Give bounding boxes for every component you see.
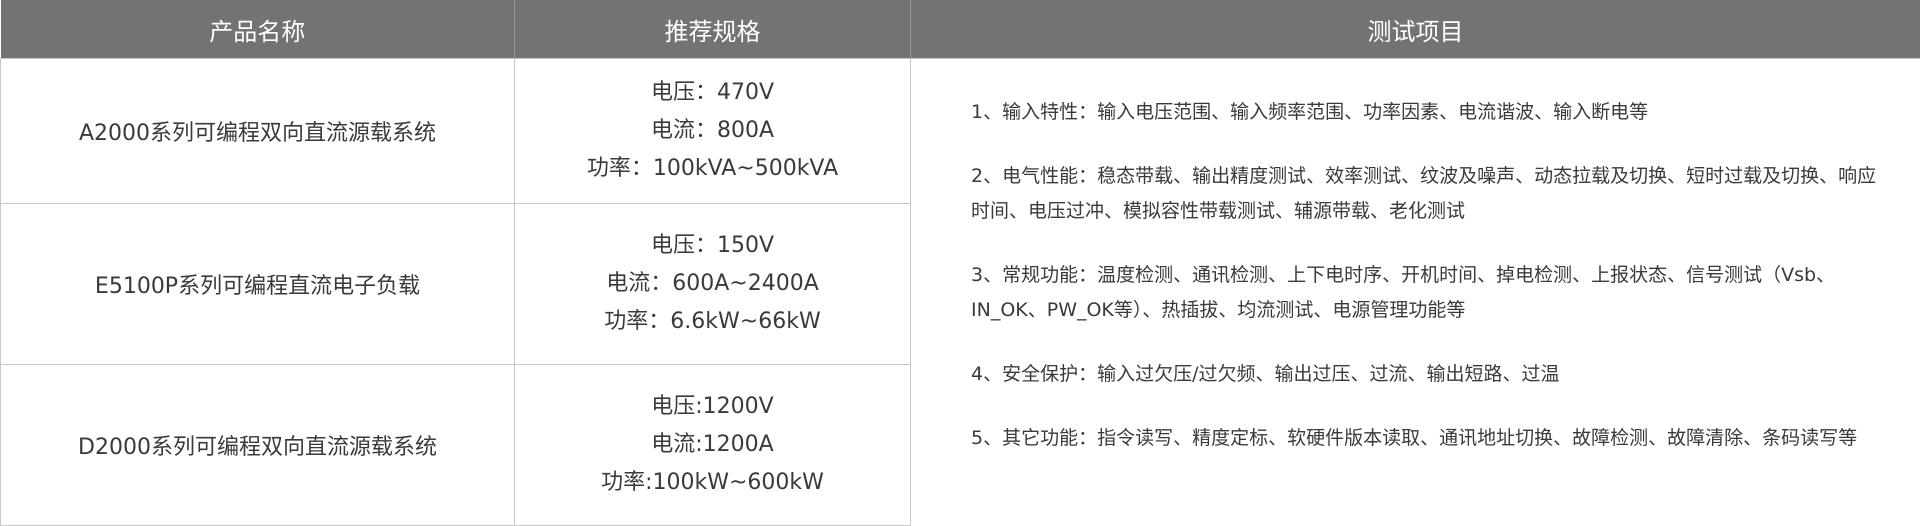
header-recommended-spec: 推荐规格 (515, 0, 911, 59)
product-name: D2000系列可编程双向直流源载系统 (1, 365, 515, 526)
test-item: 5、其它功能：指令读写、精度定标、软硬件版本读取、通讯地址切换、故障检测、故障清… (971, 421, 1890, 456)
spec-voltage: 电压：150V (515, 227, 910, 265)
spec-current: 电流：600A~2400A (515, 265, 910, 303)
spec-voltage: 电压:1200V (515, 388, 910, 426)
product-spec: 电压:1200V 电流:1200A 功率:100kW~600kW (515, 365, 911, 526)
test-items: 1、输入特性：输入电压范围、输入频率范围、功率因素、电流谐波、输入断电等 2、电… (911, 59, 1920, 526)
spec-power: 功率:100kW~600kW (515, 464, 910, 502)
table-header: 产品名称 推荐规格 测试项目 (1, 0, 1920, 59)
product-name: E5100P系列可编程直流电子负载 (1, 204, 515, 365)
spec-current: 电流：800A (515, 112, 910, 150)
product-spec: 电压：150V 电流：600A~2400A 功率：6.6kW~66kW (515, 204, 911, 365)
test-item: 2、电气性能：稳态带载、输出精度测试、效率测试、纹波及噪声、动态拉载及切换、短时… (971, 159, 1890, 229)
product-name: A2000系列可编程双向直流源载系统 (1, 59, 515, 204)
spec-power: 功率：6.6kW~66kW (515, 303, 910, 341)
test-item: 1、输入特性：输入电压范围、输入频率范围、功率因素、电流谐波、输入断电等 (971, 95, 1890, 130)
test-item: 3、常规功能：温度检测、通讯检测、上下电时序、开机时间、掉电检测、上报状态、信号… (971, 258, 1890, 328)
header-product-name: 产品名称 (1, 0, 515, 59)
spec-power: 功率：100kVA~500kVA (515, 150, 910, 188)
header-test-items: 测试项目 (911, 0, 1920, 59)
table-row: A2000系列可编程双向直流源载系统 电压：470V 电流：800A 功率：10… (1, 59, 1920, 204)
spec-voltage: 电压：470V (515, 74, 910, 112)
spec-current: 电流:1200A (515, 426, 910, 464)
product-spec: 电压：470V 电流：800A 功率：100kVA~500kVA (515, 59, 911, 204)
test-item: 4、安全保护：输入过欠压/过欠频、输出过压、过流、输出短路、过温 (971, 357, 1890, 392)
